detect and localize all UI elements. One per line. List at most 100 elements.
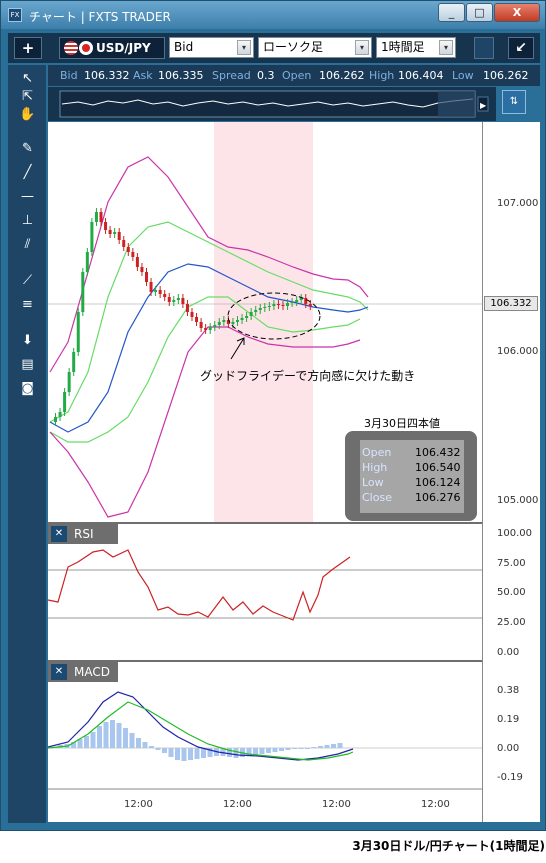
candle-body	[154, 290, 158, 292]
candle-body	[63, 392, 67, 412]
candle-body	[117, 232, 121, 240]
macd-histogram-bar	[84, 736, 89, 748]
ohlc-low-label: Low	[362, 476, 384, 489]
macd-histogram-bar	[168, 748, 174, 757]
macd-histogram-bar	[292, 748, 297, 749]
add-chart-button[interactable]: +	[14, 37, 42, 59]
time-label: 12:00	[421, 799, 450, 810]
high-label: High	[369, 69, 395, 82]
ohlc-low-value: 106.124	[415, 476, 461, 489]
ohlc-high-label: High	[362, 461, 388, 474]
bid-label: Bid	[60, 69, 78, 82]
macd-histogram-bar	[318, 746, 323, 748]
pointer-icon[interactable]: ↖	[22, 71, 33, 86]
ohlc-close-label: Close	[362, 491, 392, 504]
ohlc-high-value: 106.540	[415, 461, 461, 474]
chevron-down-icon: ▾	[237, 40, 251, 55]
candle-body	[113, 232, 117, 234]
price-axis: 107.000 106.332 106.000 105.000 100.00 7…	[482, 122, 540, 822]
close-button[interactable]: X	[494, 3, 540, 22]
candle-body	[85, 252, 89, 272]
candle-body	[222, 320, 226, 322]
arrowhead-icon	[236, 337, 245, 345]
figure-caption: 3月30日ドル/円チャート(1時間足)	[352, 839, 545, 853]
macd-histogram-bar	[220, 748, 226, 756]
ohlc-box: Open 106.432 High 106.540 Low 106.124 Cl…	[345, 431, 477, 521]
candle-body	[240, 318, 244, 320]
maximize-button[interactable]: □	[466, 3, 493, 22]
zoom-fit-button[interactable]: ⇅	[502, 90, 526, 114]
macd-histogram-bar	[311, 747, 317, 748]
macd-histogram-bar	[71, 742, 76, 748]
trend-line-icon[interactable]: ╱	[23, 165, 32, 180]
candle-body	[122, 240, 126, 247]
rsi-title: RSI	[74, 527, 94, 541]
candle-body	[295, 300, 299, 302]
chevron-down-icon: ▾	[355, 40, 369, 55]
channel-icon[interactable]: ⫽	[24, 237, 31, 252]
minimize-button[interactable]: _	[438, 3, 465, 22]
macd-histogram-bar	[123, 728, 128, 748]
fan-icon[interactable]: ⟋	[22, 273, 33, 288]
annotation-arrow	[230, 337, 245, 360]
macd-histogram-bar	[285, 748, 291, 750]
ohlc-box-heading: 3月30日四本値	[364, 417, 440, 430]
candle-body	[204, 328, 208, 330]
rsi-axis-label: 50.00	[497, 587, 526, 598]
macd-histogram-bar	[149, 746, 154, 748]
close-icon[interactable]: ✕	[51, 664, 67, 680]
data-table-icon[interactable]: ▤	[21, 357, 34, 372]
candle-body	[290, 302, 294, 303]
macd-axis-label: 0.38	[497, 685, 520, 696]
pane-divider	[48, 660, 482, 662]
macd-histogram-bar	[298, 748, 304, 749]
candle-body	[190, 312, 194, 317]
macd-histogram-bar	[233, 748, 239, 758]
svg-text:▶: ▶	[480, 101, 487, 110]
macd-line	[47, 691, 354, 761]
candle-body	[308, 304, 312, 306]
macd-histogram-bar	[207, 748, 213, 757]
toolbar-scroll-button[interactable]	[474, 37, 494, 59]
camera-icon[interactable]: ◙	[21, 381, 34, 396]
candle-body	[281, 305, 285, 306]
chart-type-select[interactable]: ローソク足 ▾	[258, 37, 372, 58]
hand-icon[interactable]: ✋	[19, 107, 36, 122]
symbol-selector[interactable]: USD/JPY	[59, 37, 165, 59]
collapse-button[interactable]: ↙	[508, 37, 534, 59]
chart-toolbar: + USD/JPY Bid ▾ ローソク足 ▾ 1時間足 ▾ ↙	[8, 33, 540, 63]
candle-body	[254, 310, 258, 312]
window-title: チャート | FXTS TRADER	[29, 10, 171, 24]
current-price-label: 106.332	[484, 296, 538, 311]
timeframe-select[interactable]: 1時間足 ▾	[376, 37, 456, 58]
close-icon[interactable]: ✕	[51, 526, 67, 542]
vertical-line-icon[interactable]: ⊥	[21, 213, 34, 228]
macd-histogram-bar	[129, 733, 135, 748]
candle-body	[176, 298, 180, 300]
chart-navigator[interactable]: ▶	[48, 87, 496, 121]
price-label: 106.000	[497, 346, 539, 357]
horizontal-line-icon[interactable]: —	[21, 189, 34, 204]
macd-histogram-bar	[194, 748, 200, 759]
rsi-line	[47, 549, 351, 621]
bollinger-lower-line	[49, 326, 361, 518]
candle-body	[67, 372, 71, 392]
candle-body	[213, 325, 217, 327]
macd-histogram-bar	[279, 748, 284, 751]
price-type-select[interactable]: Bid ▾	[169, 37, 254, 58]
candle-body	[181, 298, 185, 304]
bid-value: 106.332	[84, 69, 130, 82]
symbol-label: USD/JPY	[96, 41, 151, 55]
pencil-icon[interactable]: ✎	[22, 141, 33, 156]
macd-histogram-bar	[272, 748, 278, 752]
candle-body	[58, 412, 62, 417]
download-icon[interactable]: ⬇	[22, 333, 33, 348]
price-chart-area[interactable]: グッドフライデーで方向感に欠けた動き 3月30日四本値 Open 106.432…	[47, 122, 482, 822]
candle-body	[145, 272, 148, 282]
macd-histogram-bar	[155, 748, 161, 750]
time-axis-bg	[48, 789, 482, 822]
macd-histogram-bar	[305, 748, 310, 749]
crosshair-pointer-icon[interactable]: ⇱	[22, 89, 33, 104]
candle-body	[286, 303, 290, 306]
fibonacci-icon[interactable]: ≡	[22, 297, 33, 312]
